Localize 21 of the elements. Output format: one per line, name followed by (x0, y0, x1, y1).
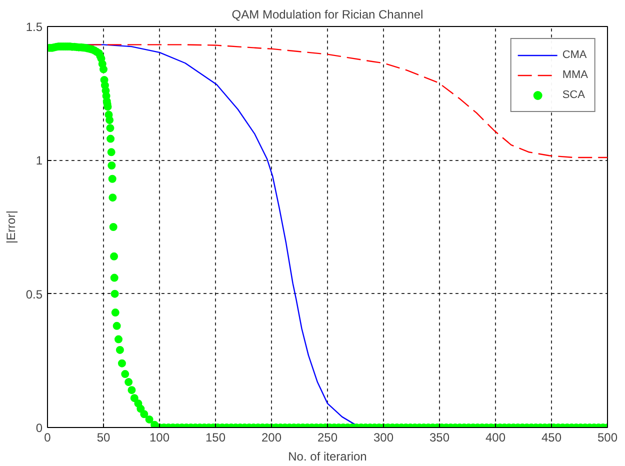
y-axis-title: |Error| (4, 210, 18, 244)
x-tick-label: 0 (44, 430, 52, 444)
x-tick-label: 100 (149, 430, 170, 444)
chart-title: QAM Modulation for Rician Channel (232, 8, 424, 22)
x-tick-label: 350 (429, 430, 450, 444)
legend-label: MMA (562, 69, 588, 81)
x-axis-title: No. of iterarion (288, 450, 367, 464)
x-tick-label: 450 (541, 430, 562, 444)
x-tick-label: 400 (485, 430, 506, 444)
x-tick-label: 250 (317, 430, 338, 444)
legend-label: SCA (562, 89, 585, 101)
y-tick-label: 0.5 (26, 287, 43, 302)
y-tick-label: 1.5 (26, 20, 43, 34)
x-tick-label: 300 (373, 430, 394, 444)
y-tick-label: 1 (36, 154, 43, 168)
x-tick-label: 500 (597, 430, 618, 444)
x-tick-label: 200 (261, 430, 282, 444)
y-tick-label: 0 (36, 421, 43, 435)
x-tick-label: 50 (96, 430, 110, 444)
legend-label: CMA (562, 49, 587, 61)
x-tick-label: 150 (205, 430, 226, 444)
